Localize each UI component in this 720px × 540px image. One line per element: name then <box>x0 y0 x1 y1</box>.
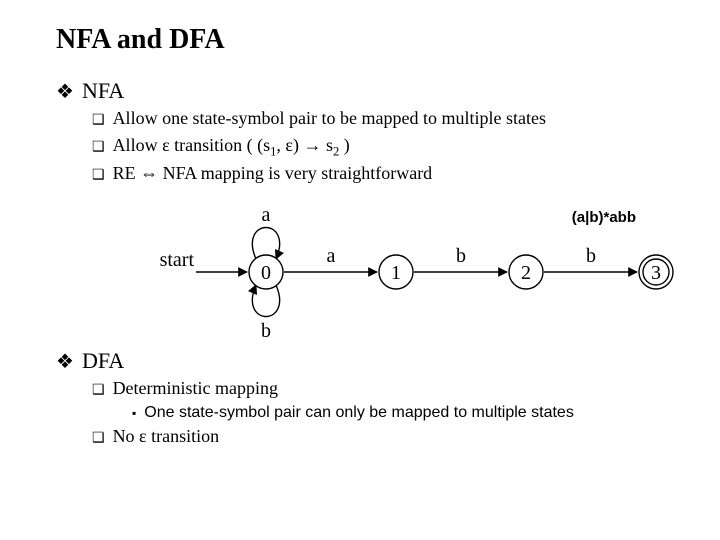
dfa-item-2-text: No ε transition <box>113 426 220 447</box>
svg-text:a: a <box>327 245 336 267</box>
dfa-item-1-sub: ▪ One state-symbol pair can only be mapp… <box>132 404 672 422</box>
svg-text:b: b <box>586 245 596 267</box>
section-dfa-heading: ❖ DFA <box>56 348 672 374</box>
square-bullet-icon: ❑ <box>92 138 105 158</box>
nfa-item-2: ❑ Allow ε transition ( (s1, ε) → s2 ) <box>92 135 672 160</box>
svg-text:(a|b)*abb: (a|b)*abb <box>572 209 636 226</box>
square-bullet-icon: ❑ <box>92 429 105 449</box>
nfa-item-1-text: Allow one state-symbol pair to be mapped… <box>113 108 546 129</box>
square-bullet-icon: ❑ <box>92 166 105 186</box>
dfa-item-1-sub-text: One state-symbol pair can only be mapped… <box>144 404 574 422</box>
svg-text:b: b <box>261 320 271 342</box>
section-nfa-heading: ❖ NFA <box>56 78 672 104</box>
nfa-item-3: ❑ RE ⇔ NFA mapping is very straightforwa… <box>92 163 672 186</box>
svg-text:0: 0 <box>261 262 271 284</box>
dfa-item-2: ❑ No ε transition <box>92 426 672 449</box>
section-nfa-text: NFA <box>82 78 124 104</box>
diamond-bullet-icon: ❖ <box>56 82 74 102</box>
svg-text:1: 1 <box>391 262 401 284</box>
section-dfa-text: DFA <box>82 348 124 374</box>
slide-title: NFA and DFA <box>56 24 672 56</box>
dfa-item-1-text: Deterministic mapping <box>113 378 278 399</box>
square-bullet-icon: ❑ <box>92 381 105 401</box>
nfa-diagram: start (a|b)*abb a b a b b 0 1 2 3 <box>116 192 696 342</box>
nfa-item-2-text: Allow ε transition ( (s1, ε) → s2 ) <box>113 135 350 160</box>
svg-text:3: 3 <box>651 262 661 284</box>
square-bullet-icon: ❑ <box>92 111 105 131</box>
svg-text:a: a <box>262 204 271 226</box>
svg-text:2: 2 <box>521 262 531 284</box>
small-square-bullet-icon: ▪ <box>132 405 136 422</box>
svg-text:b: b <box>456 245 466 267</box>
nfa-item-3-text: RE ⇔ NFA mapping is very straightforward <box>113 163 433 184</box>
svg-text:start: start <box>160 249 195 271</box>
dfa-item-1: ❑ Deterministic mapping <box>92 378 672 401</box>
nfa-item-1: ❑ Allow one state-symbol pair to be mapp… <box>92 108 672 131</box>
diamond-bullet-icon: ❖ <box>56 352 74 372</box>
